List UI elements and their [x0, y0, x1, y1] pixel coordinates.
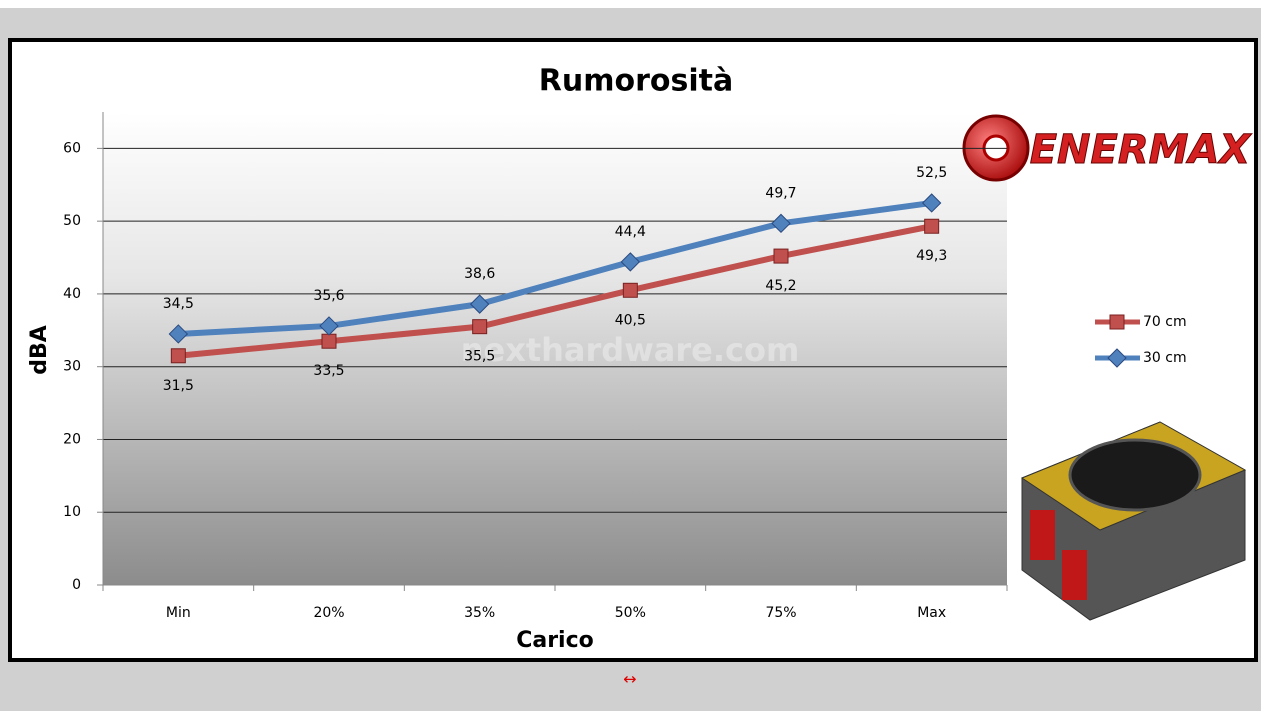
data-label: 40,5 [615, 312, 646, 328]
marker [924, 218, 940, 234]
y-tick-label: 50 [63, 213, 81, 229]
data-label: 35,6 [313, 288, 344, 304]
marker [319, 316, 339, 336]
x-tick-label: Max [917, 605, 946, 621]
marker [620, 252, 641, 272]
x-tick-label: Min [166, 605, 191, 621]
data-label: 38,6 [464, 266, 495, 282]
logo-text: ENERMAX [1030, 127, 1253, 173]
marker [472, 319, 488, 335]
logo: ENERMAX [962, 114, 1253, 182]
data-label: 49,7 [765, 185, 796, 201]
data-label: 34,5 [163, 296, 194, 312]
marker [771, 213, 791, 234]
marker [321, 333, 337, 349]
marker [469, 294, 490, 314]
link[interactable]: ↔ [623, 670, 636, 689]
psu-connector [1030, 510, 1055, 560]
x-axis-label: Carico [516, 628, 594, 653]
y-axis-label: dBA [27, 325, 52, 375]
y-tick-label: 30 [63, 359, 81, 375]
data-label: 49,3 [916, 248, 947, 264]
marker [1109, 314, 1125, 330]
y-tick-label: 60 [63, 140, 81, 156]
x-tick-label: 35% [464, 605, 495, 621]
y-tick-label: 20 [63, 431, 81, 447]
data-label: 33,5 [313, 363, 344, 379]
data-label: 45,2 [765, 278, 796, 294]
marker [622, 282, 638, 298]
chart-title: Rumorosità [539, 64, 733, 99]
watermark: nexthardware.com [461, 331, 800, 369]
marker [170, 348, 186, 364]
legend-label: 30 cm [1143, 350, 1187, 366]
x-tick-label: 20% [313, 605, 344, 621]
legend-label: 70 cm [1143, 314, 1187, 330]
x-tick-label: 75% [765, 605, 796, 621]
series-line [178, 199, 933, 337]
series-line [178, 223, 933, 359]
psu-fan [1068, 438, 1202, 512]
data-label: 31,5 [163, 378, 194, 394]
product-image [1020, 421, 1247, 621]
marker [1107, 348, 1127, 368]
psu-connector [1062, 550, 1087, 600]
marker [168, 324, 189, 344]
y-tick-label: 40 [63, 286, 81, 302]
marker [773, 248, 789, 264]
y-tick-label: 0 [72, 577, 81, 593]
data-label: 44,4 [615, 224, 646, 240]
data-label: 35,5 [464, 349, 495, 365]
y-tick-label: 10 [63, 504, 81, 520]
data-label: 52,5 [916, 165, 947, 181]
x-tick-label: 50% [615, 605, 646, 621]
marker [921, 193, 942, 213]
